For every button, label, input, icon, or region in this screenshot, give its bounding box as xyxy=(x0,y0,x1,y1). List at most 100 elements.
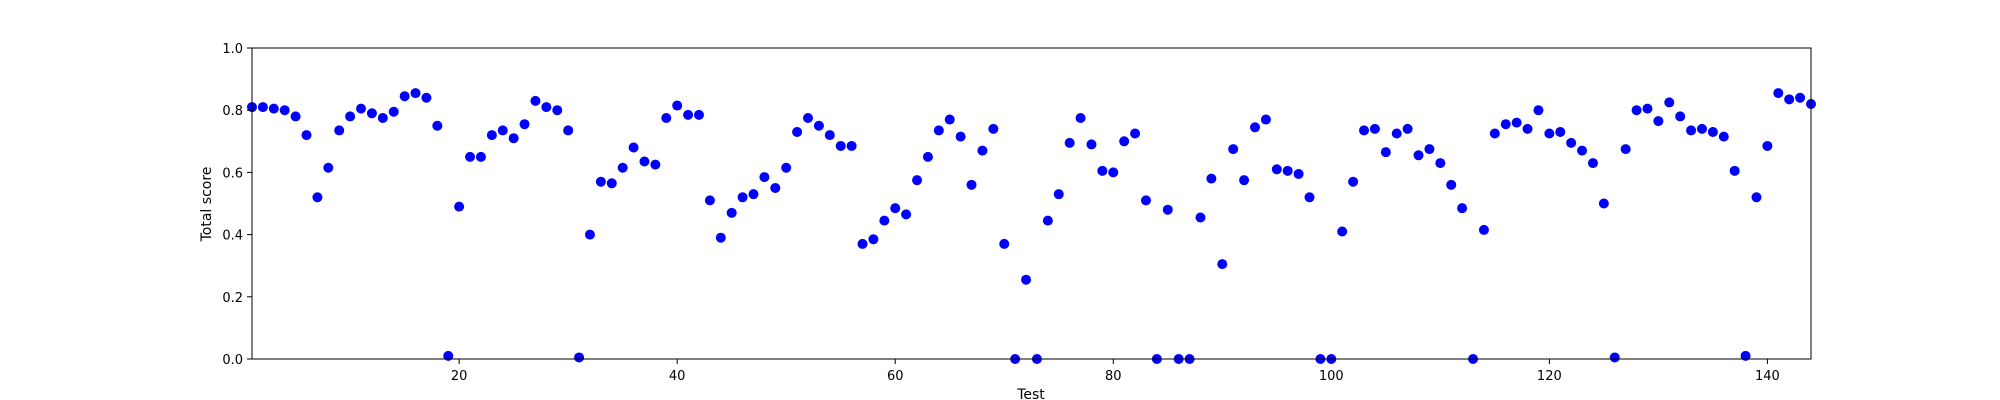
data-point xyxy=(1609,352,1620,363)
data-point xyxy=(955,131,966,142)
data-point xyxy=(1271,164,1282,175)
data-point xyxy=(1511,117,1522,128)
data-point xyxy=(683,109,694,120)
data-point xyxy=(1566,137,1577,148)
data-point xyxy=(1337,226,1348,237)
data-point xyxy=(508,133,519,144)
x-tick-label: 40 xyxy=(669,369,686,384)
data-point xyxy=(1522,123,1533,134)
data-point xyxy=(857,238,868,249)
data-point xyxy=(345,111,356,122)
data-point xyxy=(1380,147,1391,158)
data-point xyxy=(257,102,268,113)
data-point xyxy=(1369,123,1380,134)
data-point xyxy=(879,215,890,226)
data-point xyxy=(1293,168,1304,179)
data-point xyxy=(1435,158,1446,169)
data-point xyxy=(1555,126,1566,137)
data-point xyxy=(890,203,901,214)
data-point xyxy=(835,140,846,151)
data-point xyxy=(1631,105,1642,116)
data-point xyxy=(1402,123,1413,134)
x-tick-label: 100 xyxy=(1319,369,1344,384)
data-point xyxy=(1162,204,1173,215)
data-point xyxy=(803,112,814,123)
data-point xyxy=(279,105,290,116)
data-point xyxy=(1784,94,1795,105)
data-point xyxy=(999,238,1010,249)
data-point xyxy=(421,92,432,103)
data-point xyxy=(977,145,988,156)
data-point xyxy=(1206,173,1217,184)
data-point xyxy=(715,232,726,243)
data-point xyxy=(606,178,617,189)
data-point xyxy=(1457,203,1468,214)
data-point xyxy=(1249,122,1260,133)
data-point xyxy=(1108,167,1119,178)
x-axis-label: Test xyxy=(1016,387,1045,400)
x-axis-ticks: 20 40 60 80 100 120 140 xyxy=(451,359,1780,384)
data-point xyxy=(1228,144,1239,155)
data-point xyxy=(497,125,508,136)
data-point xyxy=(770,182,781,193)
data-point xyxy=(574,352,585,363)
data-point xyxy=(1413,150,1424,161)
data-point xyxy=(693,109,704,120)
data-points xyxy=(247,88,1816,364)
data-point xyxy=(1217,259,1228,270)
data-point xyxy=(1446,179,1457,190)
data-point xyxy=(1489,128,1500,139)
data-point xyxy=(530,95,541,106)
data-point xyxy=(1577,145,1588,156)
data-point xyxy=(1718,131,1729,142)
data-point xyxy=(1130,128,1141,139)
data-point xyxy=(922,151,933,162)
data-point xyxy=(1653,116,1664,127)
data-point xyxy=(737,192,748,203)
data-point xyxy=(1119,136,1130,147)
y-tick-label: 0.4 xyxy=(222,229,243,244)
data-point xyxy=(704,195,715,206)
y-axis-label: Total score xyxy=(199,167,215,243)
data-point xyxy=(323,162,334,173)
data-point xyxy=(486,130,497,141)
y-axis-ticks: 0.0 0.2 0.4 0.6 0.8 1.0 xyxy=(222,42,252,368)
data-point xyxy=(377,112,388,123)
x-tick-label: 80 xyxy=(1105,369,1122,384)
data-point xyxy=(1642,103,1653,114)
data-point xyxy=(901,209,912,220)
data-point xyxy=(1664,97,1675,108)
y-tick-label: 1.0 xyxy=(222,42,243,57)
data-point xyxy=(1696,123,1707,134)
data-point xyxy=(301,130,312,141)
x-tick-label: 140 xyxy=(1755,369,1780,384)
data-point xyxy=(312,192,323,203)
data-point xyxy=(268,103,279,114)
data-point xyxy=(1533,105,1544,116)
data-point xyxy=(1391,128,1402,139)
data-point xyxy=(1042,215,1053,226)
data-point xyxy=(290,111,301,122)
data-point xyxy=(366,108,377,119)
data-point xyxy=(475,151,486,162)
data-point xyxy=(966,179,977,190)
data-point xyxy=(1544,128,1555,139)
data-point xyxy=(1086,139,1097,150)
data-point xyxy=(432,120,443,131)
data-point xyxy=(1762,140,1773,151)
data-point xyxy=(595,176,606,187)
data-point xyxy=(1097,165,1108,176)
data-point xyxy=(868,234,879,245)
data-point xyxy=(1675,111,1686,122)
data-point xyxy=(1500,119,1511,130)
data-point xyxy=(1239,175,1250,186)
data-point xyxy=(519,119,530,130)
data-point xyxy=(759,172,770,183)
data-point xyxy=(1424,144,1435,155)
data-point xyxy=(584,229,595,240)
data-point xyxy=(563,125,574,136)
x-tick-label: 20 xyxy=(451,369,468,384)
data-point xyxy=(988,123,999,134)
y-tick-label: 0.6 xyxy=(222,166,243,181)
